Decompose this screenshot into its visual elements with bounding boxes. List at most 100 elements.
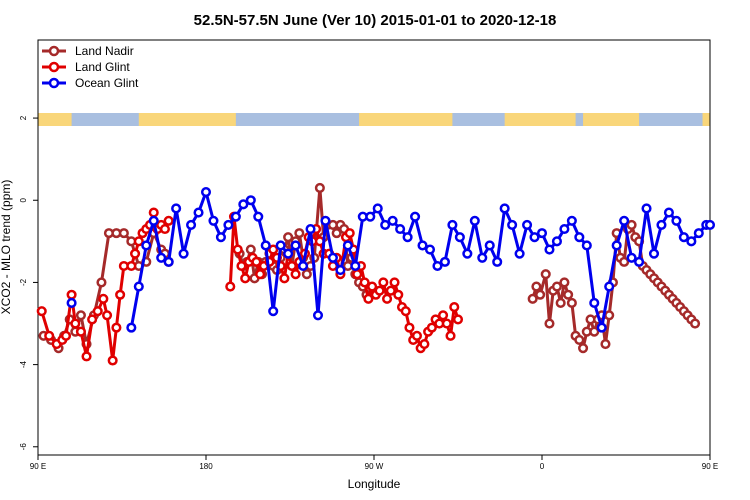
- data-point: [180, 250, 188, 258]
- data-point: [568, 217, 576, 225]
- data-point: [688, 238, 696, 246]
- data-point: [226, 283, 234, 291]
- data-point: [103, 311, 111, 319]
- data-point: [284, 250, 292, 258]
- x-axis: 90 E 180 90 W 0 90 E: [30, 455, 718, 471]
- legend-marker-land-nadir: [50, 47, 58, 55]
- data-point: [501, 205, 509, 213]
- data-point: [303, 270, 311, 278]
- data-point: [404, 233, 412, 241]
- data-point: [292, 242, 300, 250]
- data-point: [542, 270, 550, 278]
- data-point: [576, 336, 584, 344]
- data-point: [421, 340, 429, 348]
- legend-label-land-nadir: Land Nadir: [75, 44, 134, 58]
- data-point: [352, 262, 360, 270]
- x-axis-label: Longitude: [348, 477, 401, 491]
- data-point: [217, 233, 225, 241]
- data-point: [120, 229, 128, 237]
- x-tick-label: 90 E: [30, 462, 46, 471]
- data-point: [394, 291, 402, 299]
- data-point: [493, 258, 501, 266]
- data-point: [247, 246, 255, 254]
- data-point: [411, 213, 419, 221]
- data-point: [538, 229, 546, 237]
- data-point: [516, 250, 524, 258]
- data-point: [449, 221, 457, 229]
- data-point: [62, 332, 70, 340]
- data-point: [546, 320, 554, 328]
- data-point: [456, 233, 464, 241]
- data-point: [292, 270, 300, 278]
- data-point: [131, 250, 139, 258]
- data-point: [695, 229, 703, 237]
- data-point: [277, 242, 285, 250]
- y-tick-label: -4: [19, 361, 28, 369]
- data-point: [241, 275, 249, 283]
- data-point: [643, 205, 651, 213]
- data-point: [613, 242, 621, 250]
- chart: 52.5N-57.5N June (Ver 10) 2015-01-01 to …: [0, 0, 750, 500]
- data-point: [142, 242, 150, 250]
- data-point: [314, 311, 322, 319]
- land-band-segment: [359, 113, 452, 126]
- data-point: [605, 311, 613, 319]
- data-point: [88, 316, 96, 324]
- data-point: [254, 213, 262, 221]
- legend-marker-land-glint: [50, 63, 58, 71]
- data-point: [68, 299, 76, 307]
- x-tick-label: 90 W: [365, 462, 384, 471]
- data-point: [447, 332, 455, 340]
- data-point: [329, 254, 337, 262]
- land-band-segment: [139, 113, 236, 126]
- data-point: [533, 283, 541, 291]
- y-tick-label: 2: [19, 115, 28, 120]
- data-point: [439, 311, 447, 319]
- series-layer: [38, 184, 714, 364]
- data-point: [454, 316, 462, 324]
- data-point: [296, 229, 304, 237]
- data-point: [391, 279, 399, 287]
- data-point: [68, 291, 76, 299]
- data-point: [650, 250, 658, 258]
- data-point: [202, 188, 210, 196]
- data-point: [77, 311, 85, 319]
- data-point: [38, 307, 46, 315]
- data-point: [150, 209, 158, 217]
- land-band-segment: [38, 113, 72, 126]
- data-point: [471, 217, 479, 225]
- data-point: [316, 184, 324, 192]
- data-point: [210, 217, 218, 225]
- data-point: [598, 324, 606, 332]
- data-point: [83, 353, 91, 361]
- data-point: [605, 283, 613, 291]
- data-point: [232, 213, 240, 221]
- data-point: [45, 332, 53, 340]
- data-point: [234, 246, 242, 254]
- data-point: [165, 217, 173, 225]
- data-point: [195, 209, 203, 217]
- data-point: [98, 279, 106, 287]
- data-point: [374, 205, 382, 213]
- data-point: [402, 307, 410, 315]
- data-point: [406, 324, 414, 332]
- data-point: [344, 242, 352, 250]
- data-point: [172, 205, 180, 213]
- data-point: [478, 254, 486, 262]
- data-point: [307, 225, 315, 233]
- legend: Land Nadir Land Glint Ocean Glint: [42, 44, 139, 90]
- data-point: [262, 242, 270, 250]
- land-band-segment: [505, 113, 576, 126]
- y-axis: -6 -4 -2 0 2: [19, 115, 38, 450]
- data-point: [579, 344, 587, 352]
- data-point: [225, 221, 233, 229]
- data-point: [602, 340, 610, 348]
- data-point: [161, 225, 169, 233]
- data-point: [72, 320, 80, 328]
- data-point: [128, 262, 136, 270]
- data-point: [165, 258, 173, 266]
- data-point: [94, 307, 102, 315]
- data-point: [77, 328, 85, 336]
- legend-label-ocean-glint: Ocean Glint: [75, 76, 139, 90]
- y-tick-label: -2: [19, 278, 28, 286]
